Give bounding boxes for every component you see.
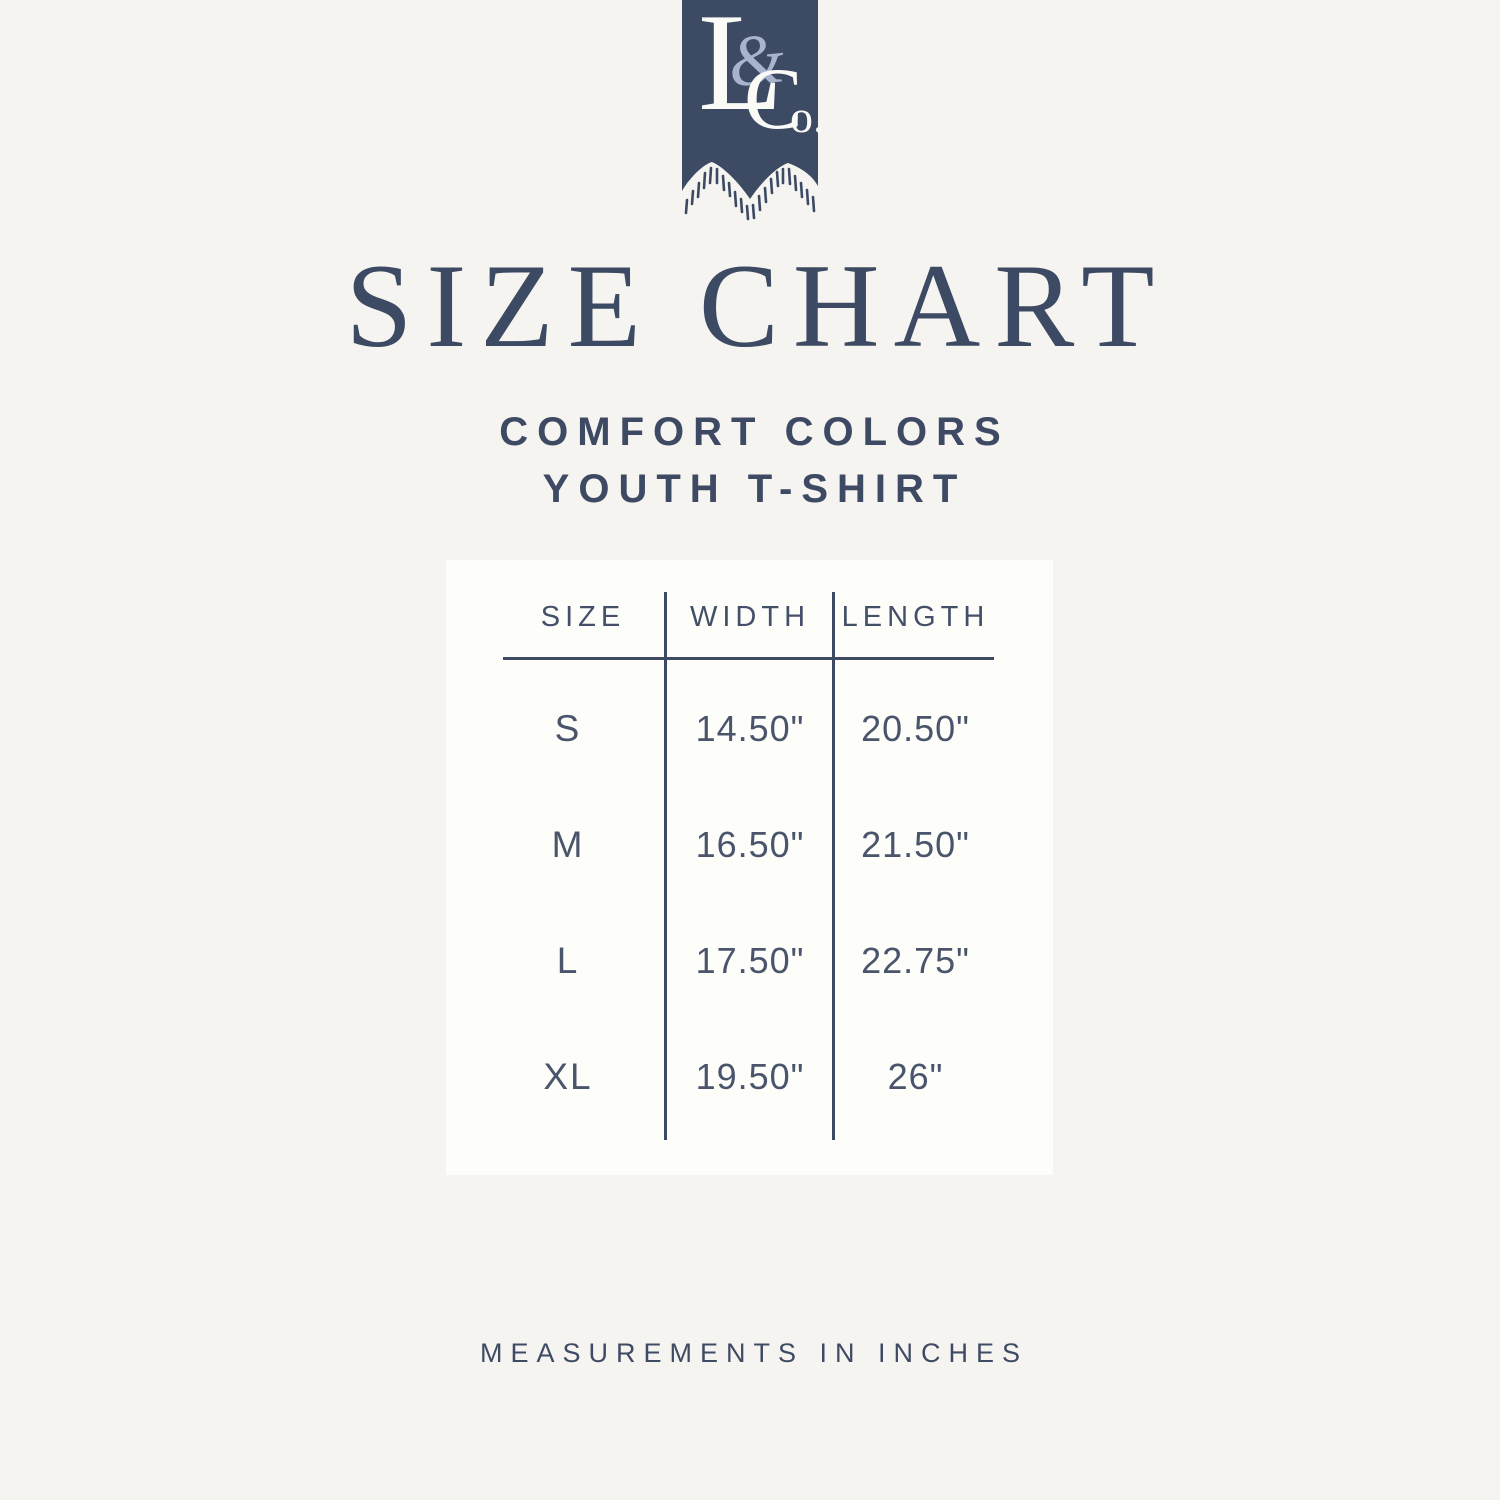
size-cell: S <box>554 708 582 749</box>
width-cell: 17.50" <box>695 940 805 981</box>
header-divider-line <box>503 657 994 660</box>
width-cell: 14.50" <box>695 708 805 749</box>
column-divider-line-2 <box>832 592 835 1140</box>
logo-letter-c: C <box>744 51 803 148</box>
table-header-row: SIZE WIDTH LENGTH <box>446 560 1053 659</box>
size-cell: M <box>551 824 585 865</box>
column-header-length: LENGTH <box>841 601 990 633</box>
table-row: XL 19.50" 26" <box>446 1019 1053 1135</box>
ribbon-banner-icon <box>682 0 818 221</box>
table-row: L 17.50" 22.75" <box>446 903 1053 1019</box>
length-cell: 21.50" <box>861 824 970 865</box>
column-divider-line-1 <box>664 592 667 1140</box>
size-cell: L <box>556 940 580 981</box>
ribbon-fringe-icon <box>684 166 816 221</box>
width-cell: 19.50" <box>695 1056 805 1097</box>
column-header-size: SIZE <box>540 601 626 633</box>
length-cell: 20.50" <box>861 708 970 749</box>
length-cell: 26" <box>887 1056 944 1097</box>
size-cell: XL <box>543 1056 593 1097</box>
length-cell: 22.75" <box>861 940 970 981</box>
subtitle-line-2: YOUTH T-SHIRT <box>542 467 967 511</box>
table-row: M 16.50" 21.50" <box>446 787 1053 903</box>
logo-letter-o: o. <box>790 91 825 142</box>
product-subtitle: COMFORT COLORS YOUTH T-SHIRT <box>0 404 1500 518</box>
brand-banner: & C o. L <box>682 0 825 232</box>
size-chart-title: SIZE CHART <box>345 239 1169 372</box>
header-gap <box>446 659 1053 671</box>
column-header-width: WIDTH <box>689 601 811 633</box>
width-cell: 16.50" <box>695 824 805 865</box>
logo-letter-l: L <box>698 0 784 140</box>
table-row: S 14.50" 20.50" <box>446 671 1053 787</box>
measurements-note: MEASUREMENTS IN INCHES <box>479 1338 1029 1368</box>
size-table-card: SIZE WIDTH LENGTH S 14.50" 20.50" M 16.5… <box>446 560 1053 1175</box>
subtitle-line-1: COMFORT COLORS <box>499 410 1010 454</box>
